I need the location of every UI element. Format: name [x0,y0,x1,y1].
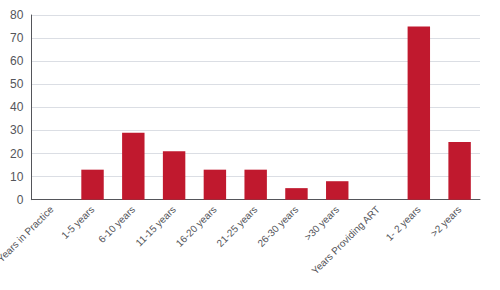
svg-text:26-30 years: 26-30 years [255,204,300,249]
svg-text:0: 0 [17,193,24,207]
svg-text:>30 years: >30 years [302,204,341,243]
svg-text:60: 60 [10,54,24,68]
svg-text:20: 20 [10,147,24,161]
svg-text:10: 10 [10,170,24,184]
svg-text:16-20 years: 16-20 years [174,204,219,249]
svg-text:>2 years: >2 years [428,204,463,239]
svg-text:50: 50 [10,77,24,91]
svg-text:Years Providing ART: Years Providing ART [309,204,382,277]
svg-text:80: 80 [10,8,24,22]
svg-text:6-10 years: 6-10 years [96,204,137,245]
svg-text:1-5 years: 1-5 years [59,204,96,241]
svg-text:40: 40 [10,100,24,114]
svg-text:21-25 years: 21-25 years [214,204,259,249]
svg-text:1- 2 years: 1- 2 years [384,204,423,243]
svg-text:11-15 years: 11-15 years [133,204,178,249]
svg-text:Years in Practice: Years in Practice [0,203,56,264]
svg-text:70: 70 [10,31,24,45]
svg-text:30: 30 [10,123,24,137]
